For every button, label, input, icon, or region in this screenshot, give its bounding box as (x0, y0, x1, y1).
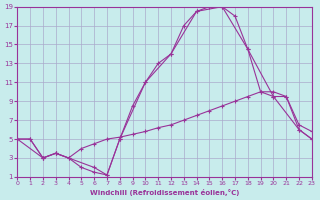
X-axis label: Windchill (Refroidissement éolien,°C): Windchill (Refroidissement éolien,°C) (90, 189, 239, 196)
